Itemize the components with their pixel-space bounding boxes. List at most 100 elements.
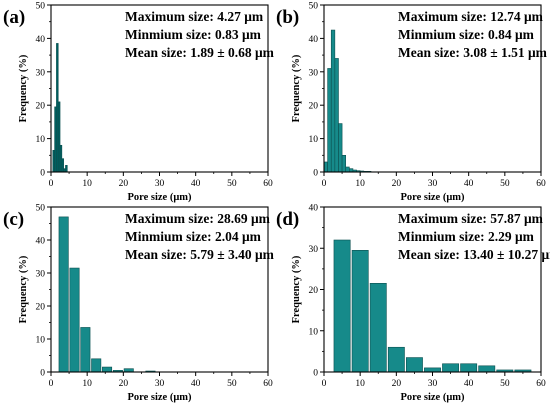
x-tick-label: 50 <box>500 179 510 189</box>
x-tick-label: 10 <box>355 179 365 189</box>
y-tick-label: 20 <box>36 303 46 313</box>
y-tick-label: 30 <box>36 68 46 78</box>
x-tick-label: 50 <box>227 179 237 189</box>
x-tick-label: 30 <box>428 179 438 189</box>
y-tick-label: 40 <box>36 237 46 247</box>
x-tick-label: 20 <box>392 379 402 389</box>
histogram-bar <box>58 216 69 373</box>
y-tick-label: 50 <box>309 2 319 12</box>
panel-1: 0 10 20 30 40 50 60 0 10 20 30 40 50 Pore size (μm) Fr… <box>3 2 275 204</box>
histogram-bar <box>345 166 350 173</box>
y-axis-title: Frequency (%) <box>291 255 302 323</box>
x-axis-title: Pore size (μm) <box>127 392 192 403</box>
x-tick-label: 30 <box>155 379 165 389</box>
x-tick-label: 60 <box>263 379 273 389</box>
statistics-annotation: Minmium size: 0.84 μm <box>398 27 535 42</box>
statistics-annotation: Mean size: 13.40 ± 10.27 μm <box>398 247 550 262</box>
x-tick-label: 60 <box>263 179 273 189</box>
panel-label: (d) <box>276 209 299 230</box>
histogram-bar <box>460 363 478 373</box>
histogram-bar <box>102 366 113 373</box>
statistics-annotation: Mean size: 3.08 ± 1.51 μm <box>398 45 548 60</box>
statistics-annotation: Mean size: 1.89 ± 0.68 μm <box>125 45 275 60</box>
panel-3: 0 10 20 30 40 50 60 0 10 20 30 40 50 Pore size (μm) Fr… <box>3 204 275 404</box>
histogram-bar <box>330 29 336 173</box>
panel-4: 0 10 20 30 40 50 60 0 10 20 30 40 Pore size (μm) Freq… <box>276 204 550 404</box>
histogram-bar <box>65 165 68 173</box>
x-tick-label: 0 <box>49 179 54 189</box>
x-tick-label: 40 <box>464 179 474 189</box>
y-tick-label: 30 <box>309 68 319 78</box>
y-tick-label: 10 <box>309 327 319 337</box>
x-tick-label: 30 <box>155 179 165 189</box>
histogram-bar <box>69 267 80 373</box>
x-tick-label: 0 <box>322 179 327 189</box>
y-tick-label: 20 <box>309 102 319 112</box>
histogram-bar <box>369 283 387 373</box>
y-axis-title: Frequency (%) <box>18 255 29 323</box>
statistics-annotation: Minmium size: 2.29 μm <box>398 229 535 244</box>
y-tick-label: 20 <box>36 102 46 112</box>
statistics-annotation: Maximum size: 57.87 μm <box>398 211 544 226</box>
statistics-annotation: Minmium size: 0.83 μm <box>125 27 262 42</box>
histogram-bar <box>405 357 423 373</box>
x-tick-label: 40 <box>191 179 201 189</box>
histogram-bar <box>91 358 102 373</box>
histogram-bar <box>334 58 339 173</box>
x-tick-label: 10 <box>82 379 92 389</box>
x-tick-label: 0 <box>49 379 54 389</box>
y-tick-label: 10 <box>309 135 319 145</box>
x-tick-label: 50 <box>500 379 510 389</box>
statistics-annotation: Minmium size: 2.04 μm <box>125 229 262 244</box>
histogram-bar <box>478 365 496 373</box>
x-axis-title: Pore size (μm) <box>127 192 192 203</box>
x-tick-label: 40 <box>464 379 474 389</box>
y-tick-label: 50 <box>36 204 46 214</box>
y-tick-label: 50 <box>36 2 46 12</box>
y-tick-label: 0 <box>313 369 318 379</box>
y-tick-label: 30 <box>309 245 319 255</box>
histogram-bar <box>338 123 343 173</box>
y-axis-title: Frequency (%) <box>291 54 302 122</box>
statistics-annotation: Maximum size: 12.74 μm <box>398 9 544 24</box>
x-tick-label: 60 <box>536 379 546 389</box>
x-tick-label: 30 <box>428 379 438 389</box>
histogram-bar <box>442 363 460 373</box>
x-axis-title: Pore size (μm) <box>400 392 465 403</box>
y-tick-label: 20 <box>309 286 319 296</box>
histogram-bar <box>341 155 346 173</box>
statistics-annotation: Maximum size: 4.27 μm <box>125 9 264 24</box>
x-tick-label: 50 <box>227 379 237 389</box>
y-tick-label: 0 <box>40 369 45 379</box>
panel-label: (a) <box>3 7 25 28</box>
x-tick-label: 20 <box>119 179 129 189</box>
x-tick-label: 20 <box>119 379 129 389</box>
histogram-bar <box>80 327 91 373</box>
x-tick-label: 60 <box>536 179 546 189</box>
x-tick-label: 20 <box>392 179 402 189</box>
statistics-annotation: Mean size: 5.79 ± 3.40 μm <box>125 247 275 262</box>
y-tick-label: 40 <box>309 204 319 214</box>
x-tick-label: 10 <box>82 179 92 189</box>
y-tick-label: 0 <box>40 169 45 179</box>
panel-label: (b) <box>276 7 299 28</box>
y-tick-label: 10 <box>36 135 46 145</box>
panel-label: (c) <box>3 209 24 230</box>
x-tick-label: 10 <box>355 379 365 389</box>
x-axis-title: Pore size (μm) <box>400 192 465 203</box>
y-tick-label: 0 <box>313 169 318 179</box>
y-tick-label: 30 <box>36 270 46 280</box>
x-tick-label: 40 <box>191 379 201 389</box>
y-tick-label: 40 <box>309 35 319 45</box>
panel-2: 0 10 20 30 40 50 60 0 10 20 30 40 50 Pore size (μm) Fr… <box>276 2 548 204</box>
y-tick-label: 10 <box>36 336 46 346</box>
statistics-annotation: Maximum size: 28.69 μm <box>125 211 271 226</box>
histogram-bar <box>333 239 351 373</box>
x-tick-label: 0 <box>322 379 327 389</box>
histogram-bar <box>327 68 332 173</box>
y-axis-title: Frequency (%) <box>18 54 29 122</box>
y-tick-label: 40 <box>36 35 46 45</box>
histogram-bar <box>387 346 405 373</box>
histogram-bar <box>351 250 369 373</box>
